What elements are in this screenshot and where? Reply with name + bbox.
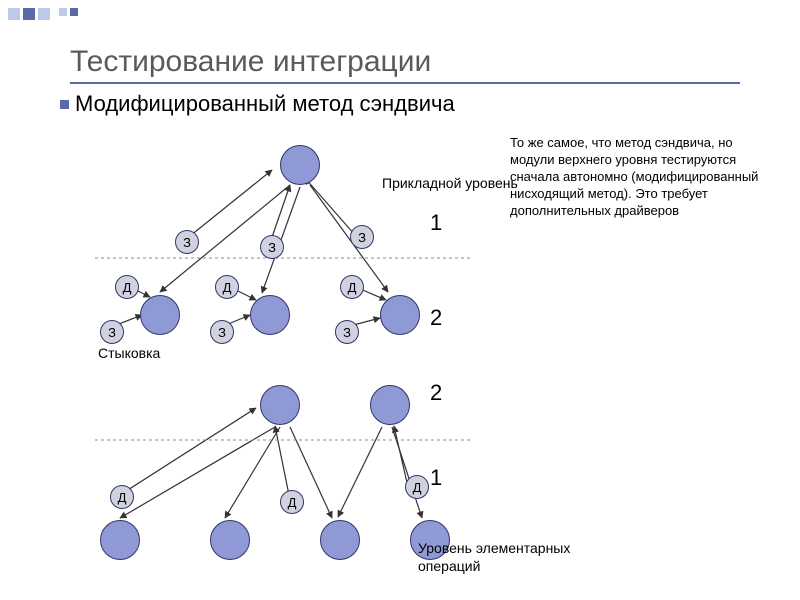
driver-node: Д bbox=[115, 275, 139, 299]
diagram-label: 2 bbox=[430, 380, 442, 406]
page-title: Тестирование интеграции bbox=[70, 45, 431, 79]
module-node bbox=[380, 295, 420, 335]
stub-node: З bbox=[350, 225, 374, 249]
driver-node: Д bbox=[280, 490, 304, 514]
stub-node: З bbox=[175, 230, 199, 254]
module-node bbox=[320, 520, 360, 560]
diagram-label: Прикладной уровень bbox=[382, 175, 518, 191]
module-node bbox=[210, 520, 250, 560]
diagram-label: 1 bbox=[430, 210, 442, 236]
corner-decoration bbox=[8, 8, 78, 20]
diagram-label: Уровень элементарных bbox=[418, 540, 570, 556]
module-node bbox=[370, 385, 410, 425]
driver-node: Д bbox=[110, 485, 134, 509]
stub-node: З bbox=[335, 320, 359, 344]
subtitle-text: Модифицированный метод сэндвича bbox=[75, 91, 455, 117]
diagram-label: операций bbox=[418, 558, 480, 574]
stub-node: З bbox=[210, 320, 234, 344]
stub-node: З bbox=[100, 320, 124, 344]
diagram-label: Стыковка bbox=[98, 345, 160, 361]
module-node bbox=[100, 520, 140, 560]
description-text: То же самое, что метод сэндвича, но моду… bbox=[510, 135, 775, 219]
module-node bbox=[140, 295, 180, 335]
module-node bbox=[250, 295, 290, 335]
bullet-icon bbox=[60, 100, 69, 109]
diagram-label: 1 bbox=[430, 465, 442, 491]
module-node bbox=[280, 145, 320, 185]
driver-node: Д bbox=[405, 475, 429, 499]
stub-node: З bbox=[260, 235, 284, 259]
module-node bbox=[260, 385, 300, 425]
driver-node: Д bbox=[340, 275, 364, 299]
diagram-label: 2 bbox=[430, 305, 442, 331]
subtitle-row: Модифицированный метод сэндвича bbox=[60, 91, 455, 117]
driver-node: Д bbox=[215, 275, 239, 299]
